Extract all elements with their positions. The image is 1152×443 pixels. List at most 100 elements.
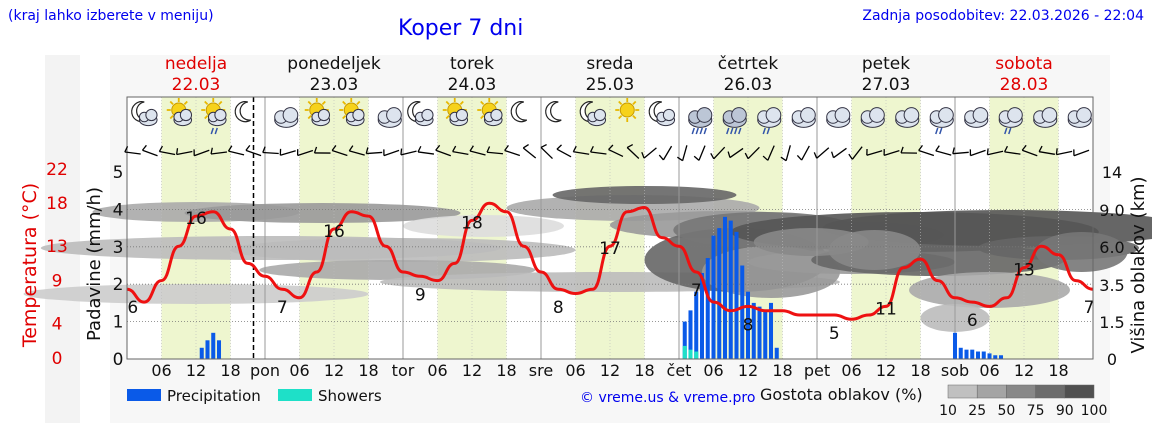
wind-barb-shaft: [556, 148, 572, 158]
cloud-legend-level: 25: [968, 403, 986, 419]
wind-barb-flag: [296, 149, 299, 156]
cloud-height-tick-label: 1.5: [1099, 313, 1124, 332]
hour-tick-label: 12: [324, 361, 344, 380]
wind-barb-shaft: [486, 151, 504, 155]
precipitation-bar: [717, 228, 722, 359]
day-abbreviation: čet: [667, 361, 692, 380]
wind-barb-flag: [796, 154, 803, 161]
wind-barb: [348, 145, 365, 156]
precipitation-bar: [987, 353, 992, 359]
precipitation-bar: [211, 332, 216, 359]
day-date: 26.03: [724, 75, 773, 95]
precipitation-bar: [705, 258, 710, 359]
wind-barb-flag: [572, 145, 577, 153]
wind-barb-flag: [762, 155, 769, 161]
cloud-shape: [179, 108, 193, 122]
precipitation-bar: [757, 306, 762, 359]
wind-barb-flag: [710, 152, 715, 160]
wind-barb: [193, 149, 210, 157]
cloud-legend-title: Gostota oblakov (%): [760, 385, 923, 404]
wind-barb-flag: [348, 145, 354, 152]
sun-ray: [218, 100, 223, 105]
sun-ray: [204, 100, 209, 105]
wind-barb: [1073, 149, 1090, 157]
precipitation-bar: [763, 310, 768, 359]
temperature-label: 9: [415, 285, 426, 305]
precipitation-bar: [722, 216, 728, 359]
wind-barb-shaft: [866, 150, 883, 156]
wind-barb-shaft: [366, 151, 383, 155]
cloud-shape: [214, 108, 227, 122]
precipitation-bar: [216, 340, 222, 359]
wind-barb: [883, 149, 900, 157]
cloud-rain-icon: [757, 107, 782, 135]
cloud-icon: [377, 107, 402, 128]
day-name: petek: [862, 54, 910, 74]
wind-barb: [727, 147, 744, 159]
wind-barb-flag: [1038, 145, 1043, 152]
wind-barb: [210, 147, 228, 155]
wind-barb-shaft: [626, 147, 640, 159]
precipitation-bar: [688, 310, 693, 359]
wind-barb: [969, 149, 986, 157]
wind-barb-shaft: [469, 150, 486, 156]
wind-barb: [486, 146, 504, 155]
legend-showers-swatch: [278, 389, 312, 401]
location-hint[interactable]: (kraj lahko izberete v meniju): [8, 8, 214, 24]
wind-barb: [608, 144, 624, 158]
wind-barb: [1021, 144, 1038, 157]
moon-cloud-icon: [579, 101, 607, 127]
rain-drop: [1008, 127, 1012, 135]
wind-barb-shaft: [952, 151, 969, 155]
rain-drop: [699, 127, 703, 135]
wind-barb-shaft: [280, 150, 296, 156]
wind-barb-flag: [158, 145, 164, 152]
sun-cloud-rain-icon: [201, 98, 227, 135]
cloud-shape: [455, 108, 469, 122]
wind-barb: [227, 145, 245, 156]
wind-barb: [158, 145, 176, 156]
wind-barb: [693, 145, 706, 161]
wind-barb-shaft: [1056, 150, 1073, 156]
showers-bar: [688, 349, 693, 359]
precip-axis-label: Padavine (mm/h): [84, 187, 105, 341]
sun-ray: [618, 100, 623, 105]
cloud-icon: [1033, 107, 1058, 128]
wind-barb-shaft: [643, 147, 657, 159]
temp-tick-label: 9: [52, 272, 63, 292]
wind-barb-shaft: [608, 148, 624, 158]
precipitation-bar: [199, 347, 204, 359]
cloud-rain-icon: [998, 107, 1023, 135]
hour-tick-label: 18: [634, 361, 654, 380]
wind-barb-shaft: [970, 149, 986, 157]
wind-barb-flag: [435, 144, 441, 151]
cloud-shape: [696, 107, 713, 123]
cloud-shape: [593, 108, 607, 122]
cloud-legend-level: 90: [1056, 403, 1074, 419]
day-name: sreda: [586, 54, 633, 74]
cloud-shape: [662, 108, 676, 122]
precipitation-bar: [699, 272, 705, 359]
rain-drop: [695, 127, 699, 135]
day-date: 28.03: [1000, 75, 1049, 95]
precip-tick-label: 3: [113, 238, 124, 258]
cloud-shape: [352, 108, 365, 122]
cloud-blob: [403, 215, 564, 237]
moon-cloud-icon: [407, 101, 434, 127]
temperature-label: 7: [691, 281, 702, 301]
wind-barb-flag: [522, 144, 529, 149]
cloud-icon: [964, 107, 989, 128]
sun-ray: [459, 100, 464, 105]
hour-tick-label: 18: [910, 361, 930, 380]
wind-barb-flag: [813, 152, 818, 159]
temperature-label: 17: [599, 239, 621, 259]
hour-tick-label: 12: [462, 361, 482, 380]
temp-tick-label: 22: [46, 160, 68, 180]
rain-drop: [726, 127, 730, 135]
cloud-blob: [552, 186, 737, 204]
cloud-heavy-rain-icon: [688, 107, 713, 135]
temperature-label: 16: [185, 209, 207, 229]
precipitation-bar: [768, 302, 774, 359]
wind-barb: [400, 148, 417, 156]
hour-tick-label: 06: [979, 361, 999, 380]
